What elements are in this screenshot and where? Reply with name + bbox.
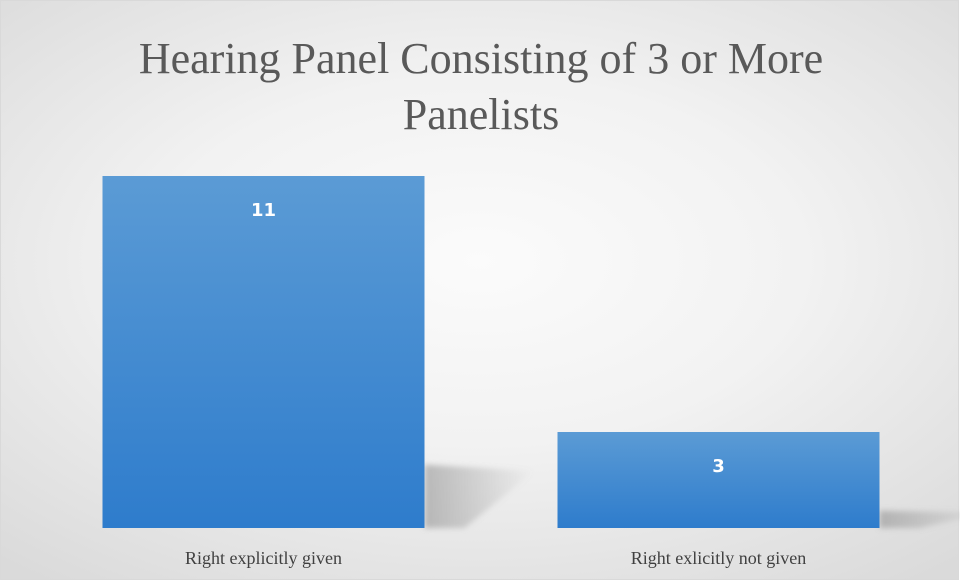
data-label: 3: [712, 456, 725, 477]
x-tick-label: Right explicitly given: [185, 548, 342, 568]
bar-1: [102, 176, 425, 528]
x-tick-label: Right exlicitly not given: [631, 548, 806, 568]
bar-2: [557, 432, 880, 528]
chart-title: Hearing Panel Consisting of 3 or More Pa…: [138, 34, 824, 139]
data-label: 11: [251, 200, 276, 221]
bar-shadow: [879, 510, 960, 528]
bar-shadow: [424, 464, 535, 528]
